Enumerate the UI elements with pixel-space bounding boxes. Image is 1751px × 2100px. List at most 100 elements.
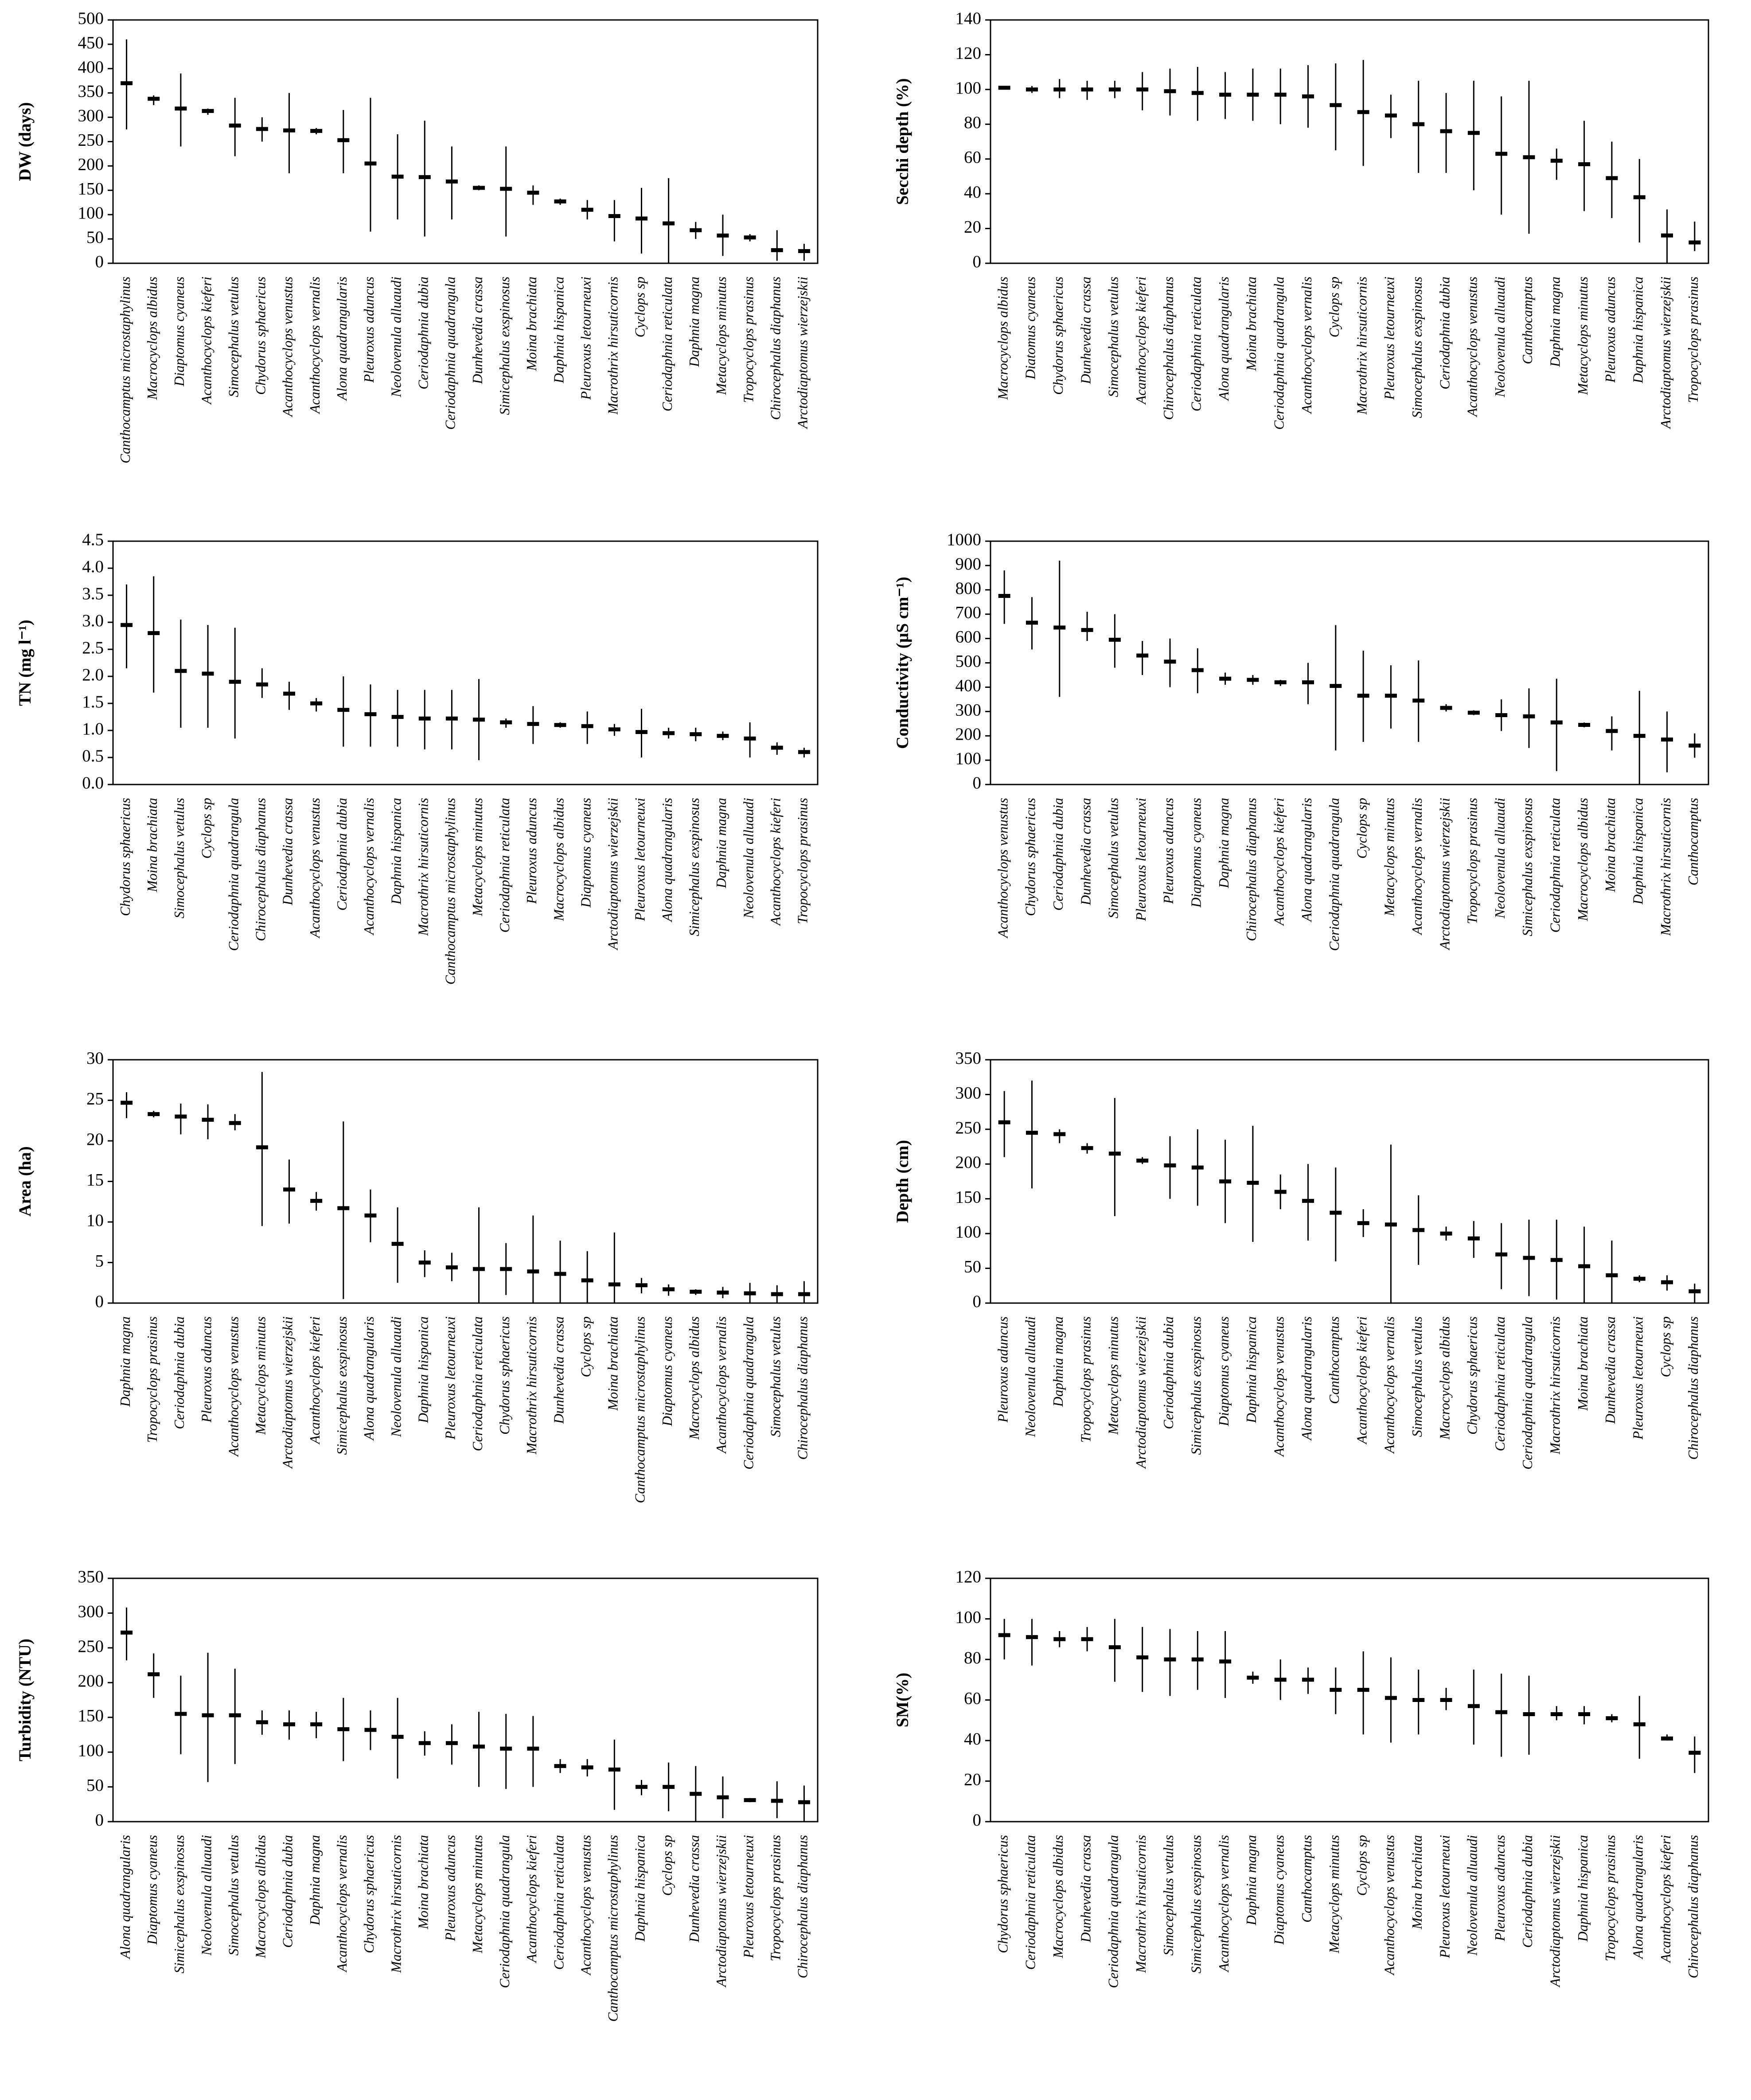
category-label: Simicephalus exspinosus (686, 798, 702, 936)
category-label: Ceriodaphnia quadrangula (1326, 798, 1342, 951)
y-axis-title: DW (days) (16, 102, 35, 181)
category-label: Macrocyclops albidus (1050, 1835, 1066, 1959)
y-tick-label: 400 (955, 676, 982, 695)
category-label: Macrocyclops albidus (995, 277, 1010, 400)
category-label: Diaptomus cyaneus (1271, 1835, 1287, 1945)
category-label: Dunhevedia crassa (551, 1316, 566, 1424)
category-label: Daphnia hispanica (551, 277, 566, 384)
y-tick-label: 140 (955, 9, 982, 28)
y-tick-label: 100 (955, 749, 982, 768)
category-label: Daphnia magna (1548, 277, 1563, 367)
category-label: Canthocamptus microstaphylinus (632, 1316, 648, 1503)
category-label: Ceriodaphnia reticulata (1492, 1316, 1508, 1451)
y-tick-label: 25 (86, 1089, 104, 1108)
category-label: Chirocephalus diaphanus (1244, 798, 1259, 941)
y-tick-label: 60 (964, 1689, 981, 1708)
category-label: Macrocyclops albidus (686, 1316, 702, 1440)
category-label: Canthocamptus (1326, 1316, 1342, 1404)
category-label: Tropocyclops prasinus (741, 277, 756, 403)
category-label: Ceriodaphnia quadrangula (443, 277, 458, 430)
y-tick-label: 15 (86, 1170, 104, 1189)
y-axis-title: Depth (cm) (893, 1140, 912, 1223)
category-label: Canthocamptus (1520, 277, 1535, 364)
category-label: Daphnia hispanica (632, 1835, 648, 1942)
category-label: Acanthocyclops venustus (578, 1835, 593, 1976)
category-label: Ceriodaphnia reticulata (659, 277, 675, 411)
y-tick-label: 0.5 (82, 746, 104, 765)
category-label: Acanthocyclops venustus (280, 277, 296, 418)
y-tick-label: 40 (964, 1729, 981, 1749)
category-label: Canthocamptus microstaphylinus (605, 1835, 621, 2022)
category-label: Simocephalus vetulus (226, 277, 241, 397)
category-label: Arctodiaptomus wierzejskii (1548, 1835, 1563, 1988)
category-label: Ceriodaphnia quadrangula (497, 1835, 512, 1988)
y-tick-label: 4.5 (82, 530, 104, 549)
plot-frame (112, 19, 819, 264)
category-label: Pleuroxus letourneuxi (1630, 1316, 1646, 1440)
category-label: Acanthocyclops venustus (226, 1316, 241, 1457)
category-label: Simicephalus exspinosus (1189, 1316, 1204, 1455)
category-label: Acanthocyclops vernalis (1216, 1835, 1232, 1973)
category-label: Daphnia hispanica (1244, 1316, 1259, 1424)
category-label: Tropocyclops prasinus (1603, 1835, 1618, 1961)
category-label: Acanthocyclops vernalis (1409, 798, 1425, 936)
y-tick-label: 1.0 (82, 719, 104, 738)
category-label: Diaptomus cyaneus (1189, 798, 1204, 908)
y-tick-label: 50 (964, 1257, 981, 1276)
category-label: Ceriodaphnia quadrangula (226, 798, 241, 951)
y-tick-label: 0 (95, 1811, 104, 1830)
category-label: Arctodiaptomus wierzejskii (605, 798, 621, 951)
category-label: Tropocyclops prasinus (1078, 1316, 1093, 1443)
y-tick-label: 450 (78, 33, 104, 52)
category-label: Daphnia magna (1050, 1316, 1066, 1407)
category-label: Macrocyclops albidus (1575, 798, 1591, 921)
category-label: Daphnia magna (714, 798, 729, 889)
category-label: Canthocamptus (1685, 798, 1701, 886)
y-axis-title: Secchi depth (%) (893, 78, 912, 205)
y-tick-label: 300 (955, 700, 982, 719)
y-axis-title: Area (ha) (16, 1146, 35, 1217)
category-label: Cyclops sp (1354, 1835, 1369, 1896)
y-tick-label: 2.5 (82, 638, 104, 657)
plot-frame (990, 1577, 1709, 1823)
category-label: Tropocyclops prasinus (768, 1835, 784, 1961)
y-tick-label: 10 (86, 1211, 104, 1230)
category-label: Cyclops sp (659, 1835, 675, 1896)
y-tick-label: 3.0 (82, 611, 104, 630)
category-label: Neolovenula alluaudi (388, 1316, 404, 1437)
y-tick-label: 20 (86, 1130, 104, 1149)
category-label: Pleuroxus aduncus (443, 1835, 458, 1941)
category-label: Acanthocyclops kieferi (1271, 798, 1287, 926)
category-label: Macrothrix hirsuticornis (1658, 798, 1673, 936)
category-label: Acanthocyclops vernalis (361, 798, 377, 936)
category-label: Neolovenula alluaudi (1492, 277, 1508, 398)
category-label: Dunhevedia crassa (1078, 1835, 1093, 1943)
category-label: Acanthocyclops vernalis (1299, 277, 1314, 414)
y-tick-label: 40 (964, 183, 981, 202)
category-label: Ceriodaphnia reticulata (1548, 798, 1563, 933)
y-tick-label: 30 (86, 1049, 104, 1068)
category-label: Neolovenula alluaudi (1465, 1835, 1480, 1956)
y-tick-label: 400 (78, 58, 104, 77)
category-label: Macrothrix hirsuticornis (605, 277, 621, 415)
category-label: Alona quadrangularis (659, 798, 675, 922)
category-label: Pleuroxus letourneuxi (1437, 1835, 1452, 1959)
plot-frame (112, 540, 819, 785)
category-label: Tropocyclops prasinus (1685, 277, 1701, 403)
category-label: Alona quadrangularis (361, 1316, 377, 1441)
category-label: Cyclops sp (1658, 1316, 1673, 1377)
y-tick-label: 60 (964, 148, 981, 167)
y-tick-label: 150 (78, 179, 104, 198)
category-label: Pleuroxus letourneuxi (1133, 798, 1149, 921)
category-label: Dunhevedia crassa (1078, 277, 1093, 384)
category-label: Acanthocyclops kieferi (768, 798, 784, 926)
y-tick-label: 1.5 (82, 692, 104, 711)
category-label: Chydorus sphaericus (995, 1835, 1010, 1953)
y-tick-label: 0 (973, 1292, 982, 1311)
category-label: Simocephalus vetulus (226, 1835, 241, 1956)
category-label: Metacyclops minutus (253, 1316, 269, 1435)
y-tick-label: 250 (78, 1637, 104, 1656)
category-label: Macrothrix hirsuticornis (1133, 1835, 1149, 1973)
